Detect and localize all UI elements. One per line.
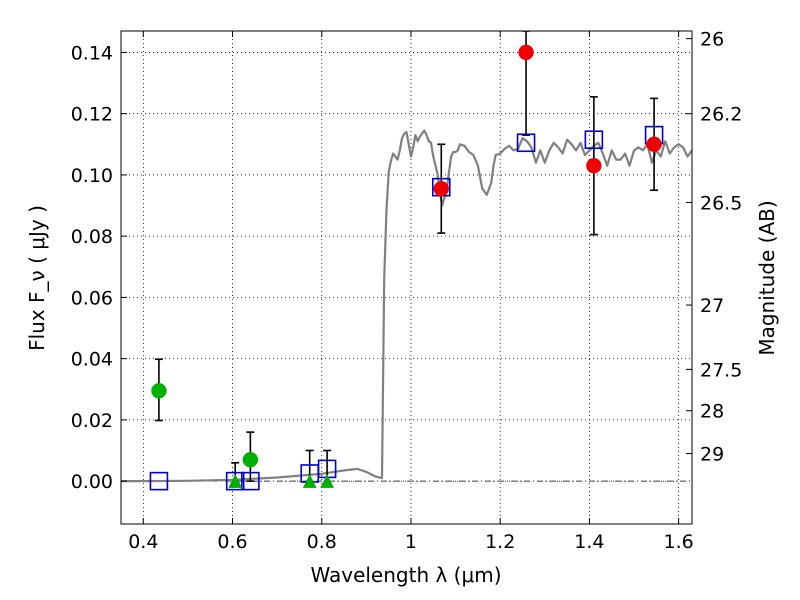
- circle-marker: [433, 180, 450, 197]
- data-layer: [121, 31, 692, 491]
- x-tick-label: 0.4: [128, 531, 158, 553]
- right-tick-label: 28: [700, 401, 724, 423]
- model-spectrum-line: [121, 129, 692, 483]
- triangle-marker: [320, 474, 334, 488]
- y-tick-label: 0.10: [71, 165, 113, 187]
- right-tick-label: 26.5: [700, 192, 742, 214]
- x-tick-label: 0.6: [217, 531, 247, 553]
- circle-marker: [518, 44, 534, 61]
- right-tick-label: 27.5: [700, 359, 742, 381]
- y-tick-label: 0.08: [71, 226, 113, 248]
- circle-marker: [151, 383, 167, 399]
- square-marker: [241, 471, 260, 491]
- y-tick-label: 0.06: [71, 287, 113, 309]
- y-tick-label: 0.00: [71, 471, 113, 493]
- right-tick-label: 29: [700, 444, 724, 466]
- grid-lines: [121, 31, 692, 524]
- circle-marker: [242, 451, 259, 468]
- x-tick-label: 0.8: [307, 531, 337, 553]
- circle-marker: [646, 136, 662, 153]
- square-marker: [225, 471, 245, 491]
- square-marker: [516, 133, 536, 153]
- y-tick-label: 0.12: [71, 104, 113, 126]
- x-axis-label: Wavelength λ (μm): [310, 563, 501, 587]
- plot-frame: [120, 30, 693, 525]
- y-tick-label: 0.02: [71, 410, 113, 432]
- y-tick-label: 0.14: [71, 42, 113, 64]
- axis-ticks: 0.4 0.6 0.8 1 1.2 1.4 1.6 0.00 0.02 0.04 0.06 0.08 0…: [71, 29, 743, 553]
- triangle-marker: [302, 474, 317, 488]
- square-marker: [149, 471, 169, 491]
- x-tick-label: 1.2: [485, 531, 515, 553]
- x-tick-label: 1.6: [664, 531, 694, 553]
- triangle-marker: [228, 474, 243, 488]
- y-tick-label: 0.04: [71, 349, 113, 371]
- y-axis-label: Flux F_ν ( μJy ): [25, 205, 49, 351]
- right-tick-label: 26: [700, 29, 724, 51]
- square-marker: [584, 130, 604, 150]
- x-tick-label: 1: [405, 531, 417, 553]
- circle-marker: [586, 157, 602, 174]
- x-tick-label: 1.4: [574, 531, 604, 553]
- right-tick-label: 27: [700, 295, 724, 317]
- right-axis-label: Magnitude (AB): [755, 200, 779, 355]
- right-tick-label: 26.2: [700, 104, 742, 126]
